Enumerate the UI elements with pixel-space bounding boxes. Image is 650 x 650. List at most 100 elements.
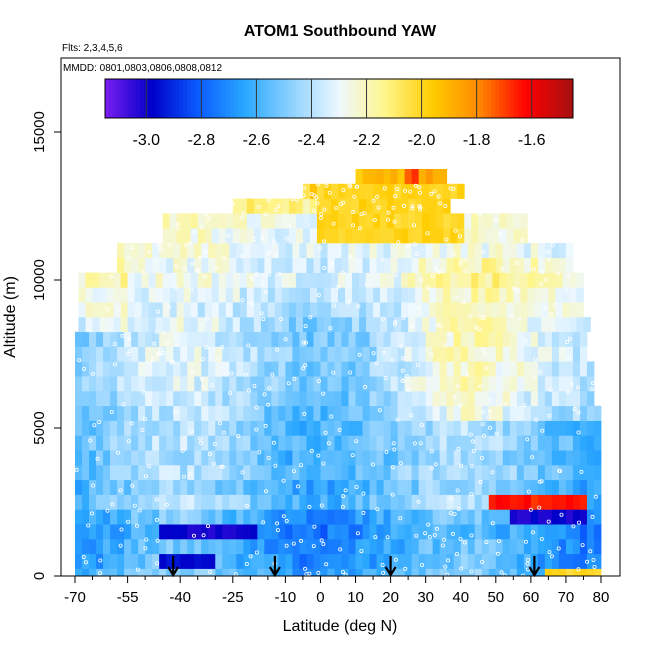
heatmap-cell	[366, 287, 374, 303]
heatmap-cell	[96, 391, 104, 407]
sample-point	[478, 384, 483, 389]
heatmap-cell	[232, 287, 241, 303]
heatmap-cell	[99, 302, 107, 318]
heatmap-cell	[373, 198, 381, 214]
heatmap-cell	[278, 257, 286, 273]
sample-point	[392, 447, 397, 452]
heatmap-cell	[75, 435, 83, 451]
heatmap-cell	[376, 494, 384, 510]
heatmap-cell	[75, 405, 83, 421]
heatmap-cell	[366, 272, 374, 288]
sample-point	[109, 409, 114, 414]
heatmap-cell	[320, 243, 328, 259]
heatmap-cell	[215, 405, 223, 421]
colorbar-segment	[233, 79, 239, 118]
heatmap-cell	[520, 287, 528, 303]
heatmap-cell	[145, 405, 153, 421]
heatmap-cell	[103, 391, 111, 407]
heatmap-cell	[131, 465, 139, 481]
heatmap-cell	[264, 346, 272, 362]
sample-point	[510, 360, 515, 365]
sample-point	[580, 543, 585, 548]
sample-point	[537, 505, 542, 510]
heatmap-cell	[229, 257, 237, 273]
heatmap-cell	[201, 420, 209, 436]
heatmap-cell	[78, 272, 86, 288]
heatmap-cell	[260, 272, 269, 288]
heatmap-cell	[579, 465, 588, 481]
heatmap-cell	[576, 272, 584, 288]
sample-point	[170, 359, 175, 364]
heatmap-cell	[183, 287, 192, 303]
heatmap-cell	[443, 302, 451, 318]
heatmap-cell	[166, 405, 174, 421]
heatmap-cell	[306, 257, 314, 273]
heatmap-cell	[488, 479, 497, 495]
heatmap-cell	[537, 420, 546, 436]
heatmap-cell	[383, 361, 391, 377]
colorbar-segment	[296, 79, 301, 118]
sample-point	[448, 186, 453, 191]
sample-point	[523, 339, 528, 344]
heatmap-cell	[166, 331, 174, 347]
sample-point	[98, 571, 103, 576]
heatmap-cell	[467, 553, 476, 569]
sample-point	[462, 540, 467, 545]
heatmap-cell	[155, 272, 164, 288]
heatmap-cell	[194, 479, 202, 495]
sample-point	[526, 557, 531, 562]
heatmap-cell	[460, 391, 469, 407]
heatmap-cell	[173, 361, 181, 377]
colorbar-segment	[526, 79, 531, 118]
heatmap-cell	[250, 450, 258, 466]
heatmap-cell	[96, 553, 104, 569]
heatmap-cell	[488, 568, 497, 577]
sample-point	[477, 212, 482, 217]
heatmap-cell	[222, 405, 230, 421]
heatmap-cell	[565, 405, 574, 421]
heatmap-cell	[271, 465, 279, 481]
heatmap-cell	[264, 420, 272, 436]
heatmap-cell	[127, 302, 136, 318]
heatmap-cell	[593, 420, 602, 436]
heatmap-cell	[124, 346, 132, 362]
heatmap-cell	[460, 346, 469, 362]
heatmap-cell	[313, 405, 321, 421]
heatmap-cell	[411, 524, 420, 540]
heatmap-cell	[380, 317, 388, 333]
heatmap-cell	[527, 317, 535, 333]
heatmap-cell	[397, 376, 406, 392]
heatmap-cell	[264, 553, 272, 569]
heatmap-cell	[523, 420, 532, 436]
heatmap-cell	[187, 435, 195, 451]
sample-point	[433, 266, 438, 271]
heatmap-cell	[397, 257, 406, 273]
heatmap-cell	[110, 376, 118, 392]
heatmap-cell	[89, 494, 97, 510]
heatmap-cell	[208, 420, 216, 436]
sample-point	[340, 570, 345, 575]
heatmap-cell	[281, 302, 290, 318]
sample-point	[374, 361, 379, 366]
heatmap-cell	[82, 420, 90, 436]
heatmap-cell	[162, 287, 171, 303]
heatmap-cell	[432, 243, 441, 259]
heatmap-cell	[338, 317, 346, 333]
heatmap-cell	[215, 391, 223, 407]
sample-point	[480, 409, 485, 414]
heatmap-cell	[201, 553, 209, 569]
heatmap-cell	[152, 243, 160, 259]
heatmap-cell	[187, 391, 195, 407]
heatmap-cell	[327, 243, 335, 259]
sample-point	[331, 221, 336, 226]
sample-point	[98, 558, 103, 563]
heatmap-cell	[131, 243, 139, 259]
sample-point	[150, 357, 155, 362]
heatmap-cell	[397, 465, 406, 481]
heatmap-cell	[152, 539, 160, 555]
sample-point	[275, 521, 280, 526]
heatmap-cell	[478, 317, 486, 333]
sample-point	[357, 352, 362, 357]
colorbar-segment	[105, 79, 110, 118]
sample-point	[416, 305, 421, 310]
